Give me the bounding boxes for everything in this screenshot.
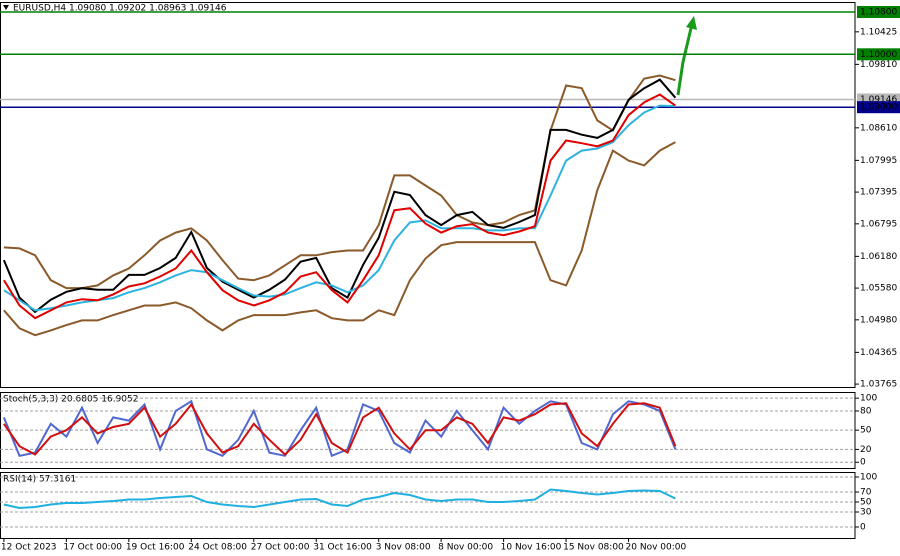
y-tick-label: 50 bbox=[860, 426, 872, 436]
y-tick-label: 1.03765 bbox=[860, 380, 897, 390]
y-tick-label: 20 bbox=[860, 445, 872, 455]
y-tick-label: 70 bbox=[860, 488, 872, 498]
y-tick-label: 0 bbox=[860, 523, 866, 533]
y-tick-label: 80 bbox=[860, 406, 872, 416]
chart-title: EURUSD,H4 1.09080 1.09202 1.08963 1.0914… bbox=[13, 4, 227, 14]
y-tick-label: 30 bbox=[860, 508, 872, 518]
x-tick-label: 31 Oct 16:00 bbox=[313, 543, 372, 553]
y-tick-label: 1.07395 bbox=[860, 188, 897, 198]
level-label: 1.09000 bbox=[860, 103, 897, 113]
x-tick-label: 10 Nov 16:00 bbox=[501, 543, 562, 553]
series-line bbox=[3, 104, 676, 312]
series-line bbox=[3, 74, 676, 290]
x-tick-label: 27 Oct 00:00 bbox=[251, 543, 310, 553]
y-tick-label: 1.06180 bbox=[860, 252, 897, 262]
x-tick-label: 17 Oct 00:00 bbox=[63, 543, 122, 553]
y-tick-label: 1.10425 bbox=[860, 27, 897, 37]
stoch-title: Stoch(5,3,3) 20.6805 16.9052 bbox=[3, 395, 138, 405]
level-label-box bbox=[857, 101, 900, 114]
x-tick-label: 24 Oct 08:00 bbox=[188, 543, 247, 553]
panel-frame bbox=[0, 472, 856, 539]
y-tick-label: 1.04980 bbox=[860, 315, 897, 325]
y-tick-label: 1.04365 bbox=[860, 348, 897, 358]
label-layer: 1.10425 1.09810 1.08610 1.07995 1.07395 1.067… bbox=[1, 5, 900, 553]
level-label-box bbox=[857, 5, 900, 18]
series-line bbox=[2, 78, 677, 314]
x-tick-label: 8 Nov 00:00 bbox=[438, 543, 493, 553]
rsi-title: RSI(14) 57.3161 bbox=[3, 475, 76, 485]
x-tick-label: 3 Nov 08:00 bbox=[376, 543, 431, 553]
y-tick-label: 1.08610 bbox=[860, 123, 897, 133]
x-tick-label: 12 Oct 2023 bbox=[1, 543, 57, 553]
series-line bbox=[3, 93, 676, 320]
x-tick-label: 15 Nov 08:00 bbox=[563, 543, 624, 553]
panel-frame bbox=[0, 2, 856, 388]
series-line bbox=[3, 402, 677, 456]
x-tick-label: 20 Nov 00:00 bbox=[626, 543, 687, 553]
y-tick-label: 100 bbox=[860, 394, 877, 404]
level-label-box bbox=[857, 48, 900, 61]
level-label: 1.10800 bbox=[860, 7, 897, 17]
level-label: 1.09146 bbox=[860, 95, 897, 105]
y-tick-label: 1.06795 bbox=[860, 219, 897, 229]
series-line bbox=[3, 488, 676, 510]
menu-triangle bbox=[3, 5, 9, 10]
plot-layer bbox=[0, 2, 859, 542]
y-tick-label: 1.09810 bbox=[860, 60, 897, 70]
level-label: 1.10000 bbox=[860, 50, 897, 60]
y-tick-label: 0 bbox=[860, 458, 866, 468]
x-tick-label: 19 Oct 16:00 bbox=[126, 543, 185, 553]
y-tick-label: 1.07995 bbox=[860, 156, 897, 166]
forecast-arrow bbox=[676, 16, 697, 96]
y-tick-label: 50 bbox=[860, 498, 872, 508]
series-line bbox=[3, 141, 676, 337]
y-tick-label: 100 bbox=[860, 473, 877, 483]
y-tick-label: 1.05580 bbox=[860, 284, 897, 294]
